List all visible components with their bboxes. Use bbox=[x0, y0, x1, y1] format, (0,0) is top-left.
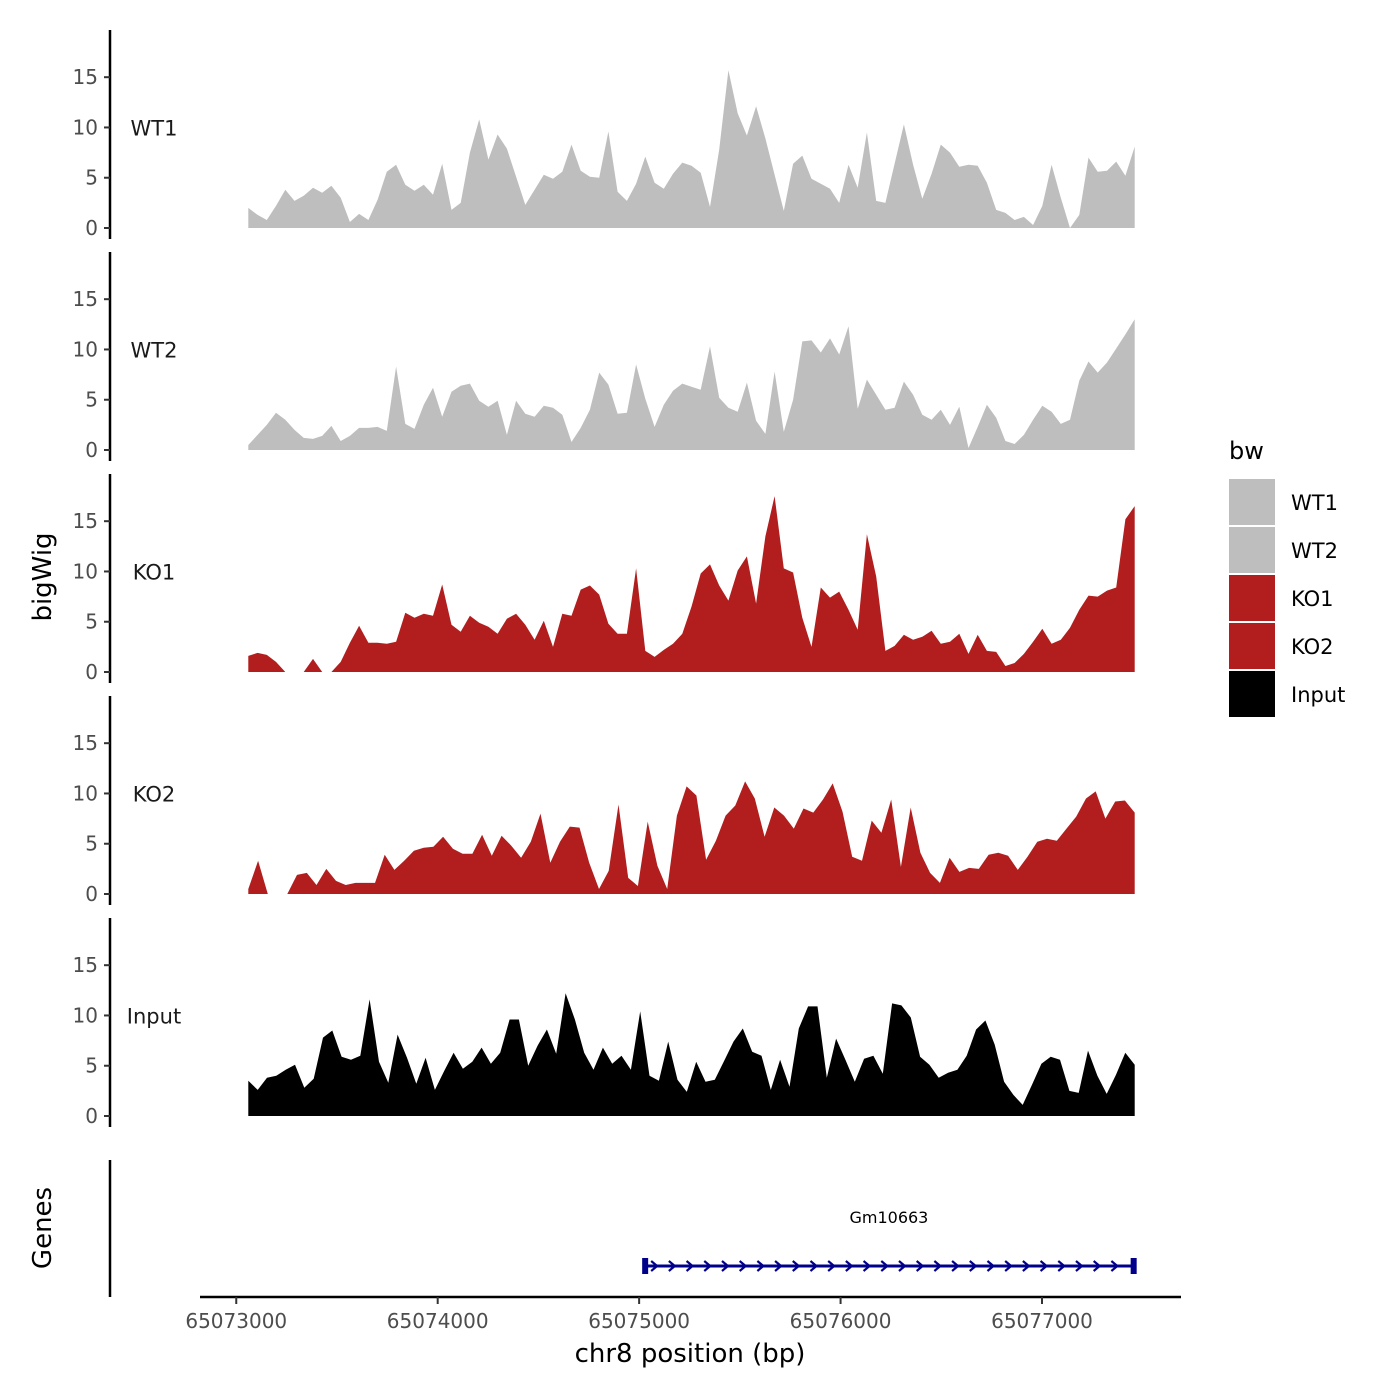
track-label: Input bbox=[127, 1004, 181, 1028]
y-tick-label: 15 bbox=[73, 953, 98, 977]
track-input: 0 5 10 15 Input bbox=[73, 918, 1135, 1128]
y-axis-title: bigWig bbox=[28, 532, 58, 621]
strand-arrow-icon bbox=[738, 1260, 748, 1272]
track-ko2: 0 5 10 15 KO2 bbox=[73, 696, 1135, 906]
y-tick-label: 5 bbox=[85, 1054, 98, 1078]
strand-arrow-icon bbox=[685, 1260, 695, 1272]
legend-label: KO2 bbox=[1291, 635, 1334, 659]
signal-tracks: 0 5 10 15 WT1 0 5 10 15 WT2 0 5 10 15 KO1 0 5 10 15 KO2 0 5 10… bbox=[73, 30, 1135, 1128]
track-label: KO1 bbox=[133, 560, 176, 584]
y-tick-label: 0 bbox=[85, 660, 98, 684]
x-tick-label: 65074000 bbox=[387, 1309, 489, 1333]
legend-label: Input bbox=[1291, 683, 1345, 707]
legend: bw WT1 WT2 KO1 KO2 Input bbox=[1229, 437, 1345, 717]
track-wt2: 0 5 10 15 WT2 bbox=[73, 252, 1135, 462]
y-tick-label: 10 bbox=[73, 115, 98, 139]
legend-label: KO1 bbox=[1291, 587, 1334, 611]
strand-arrow-icon bbox=[1075, 1260, 1084, 1272]
gene-label: Gm10663 bbox=[849, 1208, 928, 1227]
y-tick-label: 5 bbox=[85, 166, 98, 190]
track-wt1: 0 5 10 15 WT1 bbox=[73, 30, 1135, 240]
strand-arrow-icon bbox=[933, 1260, 943, 1272]
gene-start-exon bbox=[642, 1258, 649, 1274]
legend-title: bw bbox=[1229, 437, 1264, 465]
y-tick-label: 15 bbox=[73, 509, 98, 533]
strand-arrow-icon bbox=[809, 1260, 819, 1272]
y-tick-label: 5 bbox=[85, 388, 98, 412]
legend-swatch-ko2 bbox=[1229, 623, 1275, 669]
legend-swatch-ko1 bbox=[1229, 575, 1275, 621]
y-tick-label: 0 bbox=[85, 216, 98, 240]
legend-label: WT1 bbox=[1291, 491, 1338, 515]
y-tick-label: 15 bbox=[73, 65, 98, 89]
genes-axis-title: Genes bbox=[28, 1187, 58, 1269]
x-axis: 65073000 65074000 65075000 65076000 65077000 bbox=[185, 1295, 1181, 1333]
strand-arrow-icon bbox=[1057, 1260, 1066, 1272]
strand-arrow-icon bbox=[1092, 1260, 1102, 1272]
strand-arrow-icon bbox=[721, 1260, 730, 1272]
legend-swatch-wt2 bbox=[1229, 527, 1275, 573]
signal-area-ko1 bbox=[248, 496, 1135, 672]
strand-arrow-icon bbox=[703, 1260, 712, 1272]
strand-arrow-icon bbox=[1039, 1260, 1049, 1272]
strand-arrow-icon bbox=[1022, 1260, 1031, 1272]
strand-arrow-icon bbox=[862, 1260, 872, 1272]
y-tick-label: 10 bbox=[73, 1003, 98, 1027]
x-tick-label: 65075000 bbox=[588, 1309, 690, 1333]
track-label: WT2 bbox=[131, 338, 178, 362]
strand-arrow-icon bbox=[756, 1260, 766, 1272]
strand-arrow-icon bbox=[792, 1260, 801, 1272]
strand-arrow-icon bbox=[1004, 1260, 1013, 1272]
signal-area-wt1 bbox=[248, 70, 1135, 228]
signal-area-input bbox=[248, 993, 1135, 1116]
y-tick-label: 15 bbox=[73, 287, 98, 311]
y-tick-label: 15 bbox=[73, 731, 98, 755]
signal-area-wt2 bbox=[248, 319, 1135, 450]
strand-arrow-icon bbox=[668, 1260, 677, 1272]
y-tick-label: 10 bbox=[73, 781, 98, 805]
strand-arrow-icon bbox=[915, 1260, 925, 1272]
strand-arrow-icon bbox=[1110, 1260, 1120, 1272]
legend-swatch-wt1 bbox=[1229, 479, 1275, 525]
signal-area-ko2 bbox=[248, 781, 1135, 894]
legend-label: WT2 bbox=[1291, 539, 1338, 563]
x-axis-title: chr8 position (bp) bbox=[575, 1339, 806, 1369]
track-label: WT1 bbox=[131, 116, 178, 140]
legend-swatch-input bbox=[1229, 671, 1275, 717]
strand-arrow-icon bbox=[827, 1260, 836, 1272]
strand-arrow-icon bbox=[650, 1260, 659, 1272]
track-ko1: 0 5 10 15 KO1 bbox=[73, 474, 1135, 684]
x-tick-label: 65076000 bbox=[790, 1309, 892, 1333]
strand-arrow-icon bbox=[951, 1260, 960, 1272]
y-tick-label: 10 bbox=[73, 559, 98, 583]
x-tick-label: 65073000 bbox=[185, 1309, 287, 1333]
strand-arrow-icon bbox=[898, 1260, 907, 1272]
strand-arrow-icon bbox=[880, 1260, 889, 1272]
y-tick-label: 0 bbox=[85, 882, 98, 906]
strand-arrow-icon bbox=[969, 1260, 978, 1272]
y-tick-label: 0 bbox=[85, 438, 98, 462]
y-tick-label: 5 bbox=[85, 610, 98, 634]
y-tick-label: 10 bbox=[73, 337, 98, 361]
y-tick-label: 5 bbox=[85, 832, 98, 856]
y-tick-label: 0 bbox=[85, 1104, 98, 1128]
strand-arrow-icon bbox=[986, 1260, 996, 1272]
track-label: KO2 bbox=[133, 782, 176, 806]
gene-end-exon bbox=[1130, 1258, 1137, 1274]
strand-arrow-icon bbox=[774, 1260, 783, 1272]
gene-track: Gm10663 bbox=[108, 1160, 1137, 1297]
x-tick-label: 65077000 bbox=[991, 1309, 1093, 1333]
strand-arrow-icon bbox=[845, 1260, 854, 1272]
